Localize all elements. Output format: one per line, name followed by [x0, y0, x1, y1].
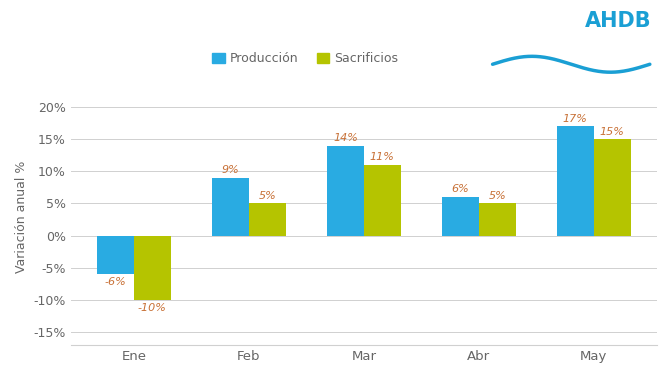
Bar	[249, 203, 286, 236]
Text: -6%: -6%	[105, 277, 126, 287]
Text: 14%: 14%	[333, 133, 358, 143]
Bar	[594, 139, 630, 236]
Bar	[212, 178, 249, 236]
Text: 11%: 11%	[370, 152, 394, 162]
Text: -10%: -10%	[138, 303, 167, 313]
Bar	[97, 236, 134, 274]
Bar	[327, 146, 364, 236]
Text: 15%: 15%	[599, 127, 624, 136]
Text: 17%: 17%	[563, 114, 588, 124]
Bar	[364, 165, 401, 236]
Legend: Producción, Sacrificios: Producción, Sacrificios	[207, 48, 403, 70]
Bar	[557, 126, 594, 236]
Text: 5%: 5%	[259, 191, 276, 201]
Text: 9%: 9%	[222, 165, 239, 175]
Bar	[479, 203, 515, 236]
Text: AHDB: AHDB	[585, 11, 652, 31]
Text: 6%: 6%	[452, 184, 469, 194]
Y-axis label: Variación anual %: Variación anual %	[15, 160, 28, 273]
Text: 5%: 5%	[489, 191, 506, 201]
Bar	[134, 236, 171, 300]
Bar	[442, 197, 479, 236]
